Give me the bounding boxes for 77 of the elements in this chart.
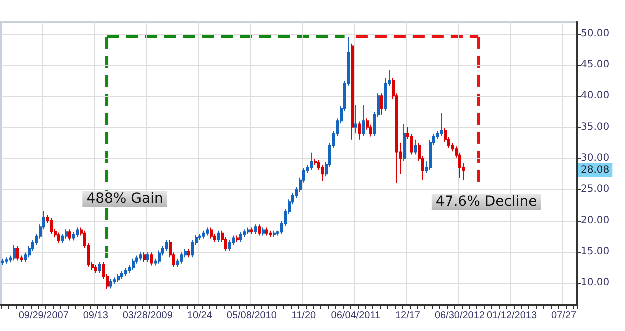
candlestick xyxy=(243,229,246,238)
candlestick xyxy=(380,93,383,116)
x-tick-label: 01/12/2013 xyxy=(486,310,538,322)
candlestick xyxy=(321,164,324,182)
y-tick-label: 25.00 xyxy=(581,184,610,196)
x-tick-label: 11/20 xyxy=(292,310,317,322)
y-tick-label: 15.00 xyxy=(581,246,610,258)
annotation: 28.08 xyxy=(581,164,610,176)
candlestick xyxy=(202,230,205,240)
x-tick-label: 03/28/2009 xyxy=(122,310,174,322)
y-tick-label: 10.00 xyxy=(581,278,610,289)
candlestick xyxy=(254,224,257,234)
candlestick xyxy=(5,257,8,264)
y-tick-label: 30.00 xyxy=(581,153,610,164)
candlestick xyxy=(146,252,149,262)
candlestick xyxy=(76,227,79,238)
candlestick xyxy=(228,240,231,252)
x-tick-label: 06/30/2012 xyxy=(434,310,486,322)
candlestick xyxy=(358,121,361,140)
annotation: 47.6% Decline xyxy=(436,194,538,210)
candlestick xyxy=(1,258,4,266)
candlestick xyxy=(414,139,417,156)
candlestick xyxy=(236,235,239,243)
x-tick-label: 06/04/2011 xyxy=(331,310,382,322)
candlestick xyxy=(265,227,268,236)
candlestick xyxy=(250,227,253,234)
candlestick xyxy=(206,227,209,236)
candlestick xyxy=(150,252,153,266)
candlestick xyxy=(354,105,357,134)
x-tick-label: 05/08/2010 xyxy=(226,310,278,322)
candlestick xyxy=(180,252,183,264)
y-tick-label: 20.00 xyxy=(581,215,610,226)
candlestick xyxy=(262,227,265,236)
y-tick-label: 45.00 xyxy=(581,60,610,71)
candlestick xyxy=(94,264,97,274)
candlestick xyxy=(109,278,112,290)
candlestick xyxy=(198,233,201,241)
candlestick xyxy=(124,268,127,277)
candlestick xyxy=(403,124,406,162)
x-tick-label: 10/24 xyxy=(187,310,213,322)
candlestick xyxy=(113,277,116,285)
annotation: 488% Gain xyxy=(86,191,164,207)
candlestick xyxy=(165,240,168,252)
candlestick xyxy=(50,218,53,234)
x-tick-label: 09/13 xyxy=(83,310,109,322)
candlestick xyxy=(210,227,213,240)
x-tick-label: 07/27 xyxy=(551,310,577,322)
candlestick xyxy=(158,250,161,264)
candlestick xyxy=(269,230,272,238)
candlestick xyxy=(187,249,190,258)
candlestick xyxy=(65,229,68,240)
candlestick xyxy=(217,230,220,243)
y-tick-label: 50.00 xyxy=(581,28,610,40)
candlestick xyxy=(247,227,250,236)
candlestick xyxy=(440,112,443,137)
candlestick xyxy=(16,246,19,262)
candlestick xyxy=(273,230,276,238)
candlestick xyxy=(117,274,120,284)
candlestick xyxy=(57,232,60,244)
candlestick xyxy=(72,232,75,242)
candlestick xyxy=(351,43,354,140)
candlestick xyxy=(139,252,142,262)
x-tick-label: 12/17 xyxy=(395,310,421,322)
x-tick-label: 09/29/2007 xyxy=(18,310,70,322)
candlestick xyxy=(310,152,313,171)
candlestick xyxy=(98,261,101,274)
candlestick xyxy=(13,244,16,262)
y-tick-label: 40.00 xyxy=(581,90,610,102)
candlestick xyxy=(239,232,242,243)
candlestick xyxy=(143,252,146,262)
candlestick xyxy=(362,105,365,137)
candlestick xyxy=(68,229,71,242)
candlestick xyxy=(61,233,64,244)
candlestick xyxy=(120,270,123,280)
candlestick xyxy=(258,224,261,236)
y-tick-label: 35.00 xyxy=(581,122,610,133)
candlestick xyxy=(132,258,135,271)
